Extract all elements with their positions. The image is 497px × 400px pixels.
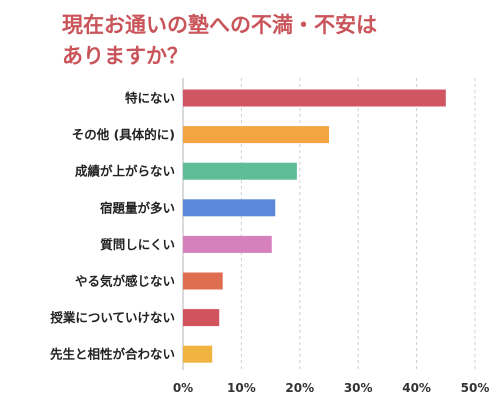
x-tick-label: 40%: [402, 381, 431, 395]
category-label: 宿題量が多い: [100, 200, 175, 215]
bar: [183, 199, 276, 217]
chart-title: 現在お通いの塾への不満・不安は ありますか？: [62, 10, 482, 72]
x-tick-label: 50%: [461, 381, 490, 395]
category-label: やる気が感じない: [75, 274, 175, 289]
x-tick-label: 30%: [344, 381, 373, 395]
bar: [183, 162, 297, 180]
bar: [183, 235, 272, 253]
category-label: 特にない: [125, 91, 175, 106]
x-tick-label: 0%: [173, 381, 193, 395]
category-label: 授業についていけない: [50, 310, 175, 325]
category-label: 先生と相性が合わない: [50, 347, 175, 362]
category-label: 成績が上がらない: [75, 164, 175, 179]
x-tick-label: 10%: [227, 381, 256, 395]
chart-title-line-2: ありますか？: [62, 44, 188, 68]
chart-title-line-1: 現在お通いの塾への不満・不安は: [62, 13, 377, 37]
bar: [183, 309, 220, 327]
bar: [183, 89, 446, 107]
bar: [183, 272, 223, 290]
category-label: 質問しにくい: [100, 237, 175, 252]
bar: [183, 345, 213, 363]
bar: [183, 126, 329, 144]
x-tick-label: 20%: [285, 381, 314, 395]
category-label: その他 (具体的に): [72, 127, 175, 142]
